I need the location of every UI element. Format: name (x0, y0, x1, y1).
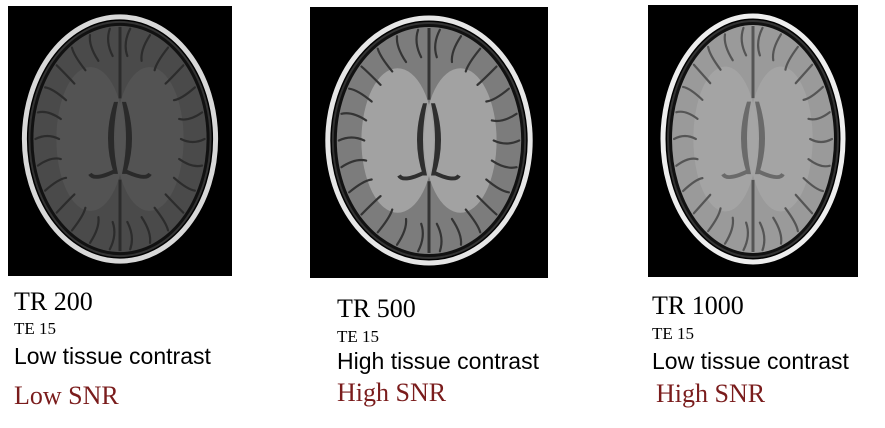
mri-image-tr500 (310, 7, 548, 278)
tr-label-tr1000: TR 1000 (652, 291, 744, 320)
brain-scan-tr1000 (648, 5, 858, 277)
brain-scan-tr500 (310, 7, 548, 278)
brain-scan-tr200 (8, 6, 232, 276)
te-label-tr200: TE 15 (14, 319, 57, 338)
snr-label-tr200: Low SNR (14, 381, 119, 410)
te-label-tr1000: TE 15 (652, 324, 695, 343)
mri-image-tr200 (8, 6, 232, 276)
mri-image-tr1000 (648, 5, 858, 277)
tr-label-tr500: TR 500 (337, 294, 416, 323)
te-label-tr500: TE 15 (337, 327, 380, 346)
contrast-label-tr1000: Low tissue contrast (652, 348, 849, 374)
snr-label-tr500: High SNR (337, 378, 447, 407)
snr-label-tr1000: High SNR (656, 379, 766, 408)
contrast-label-tr500: High tissue contrast (337, 348, 539, 374)
tr-label-tr200: TR 200 (14, 287, 93, 316)
contrast-label-tr200: Low tissue contrast (14, 343, 211, 369)
